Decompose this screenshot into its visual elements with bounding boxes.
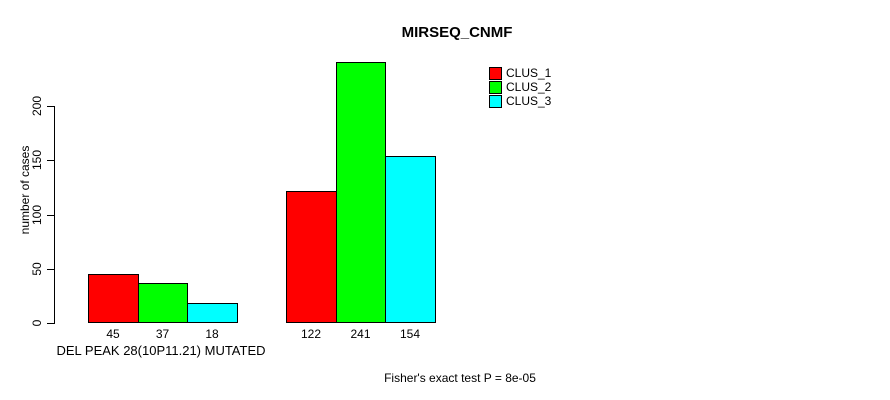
x-axis-label: DEL PEAK 28(10P11.21) MUTATED	[56, 343, 266, 358]
bar-value-label: 154	[399, 327, 421, 341]
y-tick-mark	[47, 323, 54, 324]
bar-value-label: 241	[350, 327, 371, 341]
bar-clus_1-group1	[88, 274, 139, 323]
bar-clus_2-group1	[138, 283, 188, 323]
bar-clus_3-group1	[187, 303, 238, 323]
chart-title: MIRSEQ_CNMF	[401, 24, 513, 41]
legend-label: CLUS_2	[506, 80, 552, 94]
legend-swatch	[489, 67, 502, 80]
legend-swatch	[489, 95, 502, 108]
y-tick-mark	[47, 160, 54, 161]
legend-label: CLUS_3	[506, 94, 552, 108]
bar-value-label: 37	[155, 327, 170, 341]
y-tick-label: 200	[30, 95, 44, 117]
legend-label: CLUS_1	[506, 66, 552, 80]
legend-swatch	[489, 81, 502, 94]
bar-clus_3-group2	[385, 156, 436, 323]
bar-clus_1-group2	[286, 191, 337, 323]
y-tick-label: 0	[30, 319, 44, 327]
bar-value-label: 122	[300, 327, 322, 341]
y-axis-line	[54, 106, 55, 324]
y-tick-mark	[47, 215, 54, 216]
y-tick-mark	[47, 269, 54, 270]
y-tick-label: 150	[30, 149, 44, 171]
bar-value-label: 45	[106, 327, 120, 341]
bar-clus_2-group2	[336, 62, 386, 323]
pvalue-annotation: Fisher's exact test P = 8e-05	[384, 371, 536, 385]
y-tick-label: 100	[30, 204, 44, 226]
y-tick-label: 50	[30, 262, 44, 276]
bar-value-label: 18	[205, 327, 219, 341]
y-tick-mark	[47, 106, 54, 107]
